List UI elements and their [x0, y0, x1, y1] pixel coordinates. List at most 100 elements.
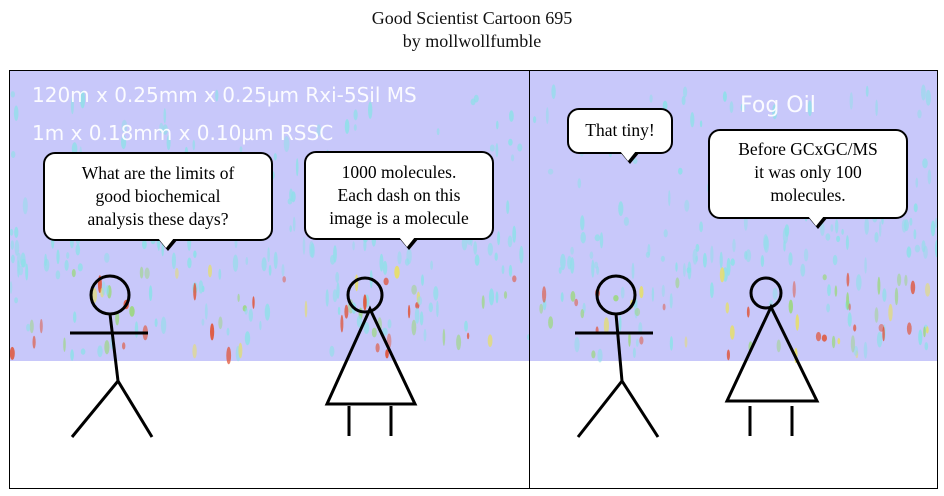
molecule-dash	[719, 267, 725, 283]
speech-line: Each dash on this	[337, 185, 461, 205]
comic-title: Good Scientist Cartoon 695	[371, 8, 573, 28]
molecule-dash	[803, 248, 809, 262]
molecule-dash	[651, 287, 655, 302]
molecule-dash	[570, 246, 574, 255]
molecule-dash	[142, 239, 147, 250]
molecule-dash	[639, 286, 644, 299]
molecule-dash	[122, 342, 126, 350]
molecule-dash	[904, 274, 908, 287]
molecule-dash	[344, 119, 350, 134]
molecule-dash	[487, 334, 493, 348]
molecule-dash	[273, 153, 277, 161]
molecule-dash	[517, 143, 523, 152]
molecule-dash	[344, 304, 349, 319]
molecule-dash	[925, 283, 931, 297]
molecule-dash	[729, 325, 735, 340]
molecule-dash	[198, 280, 204, 294]
molecule-dash	[64, 259, 69, 271]
molecule-dash	[506, 200, 510, 215]
molecule-dash	[386, 333, 392, 349]
molecule-dash	[70, 349, 74, 361]
molecule-dash	[252, 296, 255, 309]
molecule-dash	[292, 216, 296, 232]
molecule-dash	[244, 307, 248, 315]
molecule-dash	[159, 122, 164, 134]
molecule-dash	[474, 254, 480, 266]
molecule-dash	[325, 289, 329, 307]
molecule-dash	[497, 231, 501, 246]
molecule-dash	[406, 247, 412, 265]
molecule-dash	[192, 139, 196, 151]
molecule-dash	[335, 271, 340, 283]
molecule-dash	[259, 320, 262, 331]
molecule-dash	[121, 135, 127, 150]
molecule-dash	[419, 311, 424, 326]
molecule-dash	[710, 282, 714, 299]
molecule-dash	[134, 321, 139, 338]
molecule-dash	[729, 101, 734, 114]
molecule-dash	[800, 263, 806, 277]
molecule-dash	[901, 219, 907, 233]
molecule-dash	[669, 336, 673, 351]
molecule-dash	[329, 345, 335, 357]
molecule-dash	[142, 325, 148, 341]
molecule-dash	[144, 267, 150, 280]
molecule-dash	[722, 91, 727, 102]
molecule-dash	[580, 309, 585, 319]
molecule-dash	[283, 136, 290, 152]
comic-panel-2: Fog Oil That tiny! Before GCxGC/MS it wa…	[529, 70, 938, 489]
molecule-dash	[792, 281, 796, 298]
molecule-dash	[115, 310, 120, 326]
molecule-dash	[210, 323, 215, 341]
molecule-dash	[363, 322, 370, 334]
molecule-dash	[14, 240, 20, 256]
molecule-dash	[669, 293, 673, 309]
molecule-dash	[13, 105, 19, 121]
molecule-dash	[371, 327, 377, 338]
molecule-dash	[39, 319, 43, 334]
molecule-dash	[922, 158, 928, 169]
molecule-dash	[913, 229, 917, 240]
molecule-dash	[835, 219, 839, 234]
molecule-dash	[864, 257, 867, 274]
molecule-dash	[547, 168, 554, 175]
molecule-dash	[268, 264, 272, 276]
molecule-dash	[17, 260, 20, 278]
molecule-dash	[925, 326, 929, 334]
speech-line: it was only 100	[754, 162, 862, 182]
molecule-dash	[26, 323, 31, 332]
molecule-dash	[25, 263, 29, 281]
molecule-dash	[830, 224, 834, 232]
molecule-dash	[925, 89, 931, 106]
molecule-dash	[377, 317, 382, 333]
molecule-dash	[849, 92, 853, 110]
molecule-dash	[466, 332, 470, 340]
molecule-dash	[218, 316, 223, 330]
molecule-dash	[894, 287, 899, 306]
molecule-dash	[351, 302, 357, 314]
molecule-dash	[11, 254, 15, 264]
molecule-dash	[794, 347, 798, 364]
molecule-dash	[906, 322, 912, 335]
molecule-dash	[822, 274, 827, 281]
molecule-dash	[782, 227, 789, 244]
molecule-dash	[56, 249, 60, 265]
molecule-dash	[22, 197, 28, 215]
molecule-dash	[763, 236, 770, 253]
molecule-dash	[580, 215, 585, 231]
molecule-dash	[684, 199, 690, 212]
molecule-dash	[129, 306, 135, 317]
molecule-dash	[589, 251, 594, 259]
molecule-dash	[44, 253, 47, 267]
molecule-dash	[104, 252, 110, 263]
molecule-dash	[597, 348, 603, 363]
molecule-dash	[772, 287, 778, 300]
molecule-dash	[846, 292, 850, 310]
molecule-dash	[245, 257, 249, 265]
molecule-dash	[363, 238, 367, 252]
molecule-dash	[363, 294, 367, 311]
molecule-dash	[921, 84, 926, 101]
molecule-dash	[105, 285, 109, 296]
molecule-dash	[639, 336, 644, 345]
molecule-dash	[661, 284, 665, 297]
